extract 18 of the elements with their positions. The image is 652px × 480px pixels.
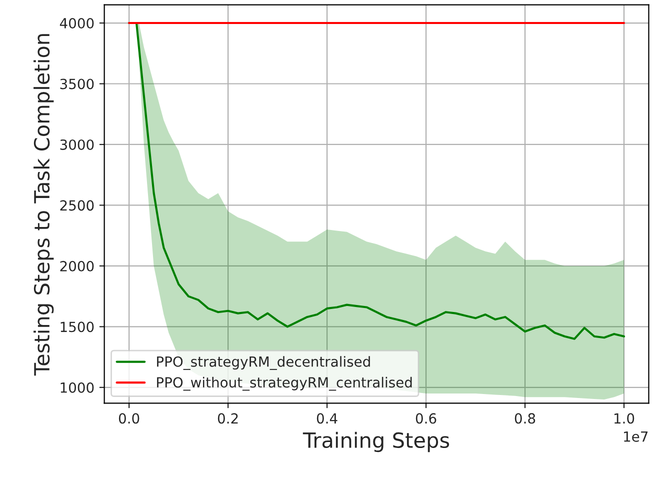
- y-tick-label: 3500: [60, 78, 94, 90]
- y-tick-label: 4000: [60, 18, 94, 28]
- x-tick-label: 0.8: [514, 413, 536, 424]
- y-axis-title: Testing Steps to Task Completion: [34, 34, 54, 376]
- y-tick-label: 2000: [60, 260, 94, 272]
- legend-label: PPO_strategyRM_decentralised: [157, 356, 370, 370]
- x-axis-title: Training Steps: [302, 432, 450, 452]
- y-tick-label: 1000: [60, 382, 94, 393]
- legend-label: PPO_without_strategyRM_centralised: [157, 376, 412, 391]
- x-tick-label: 0.4: [316, 413, 338, 424]
- y-tick-label: 2500: [60, 200, 94, 211]
- y-tick-label: 1500: [60, 322, 94, 332]
- text: 1e7: [624, 432, 648, 442]
- x-tick-label: 0.0: [118, 413, 140, 424]
- x-tick-label: 1.0: [614, 413, 634, 424]
- x-tick-label: 0.6: [416, 413, 436, 424]
- x-tick-label: 0.2: [218, 413, 238, 424]
- y-tick-label: 3000: [60, 139, 94, 150]
